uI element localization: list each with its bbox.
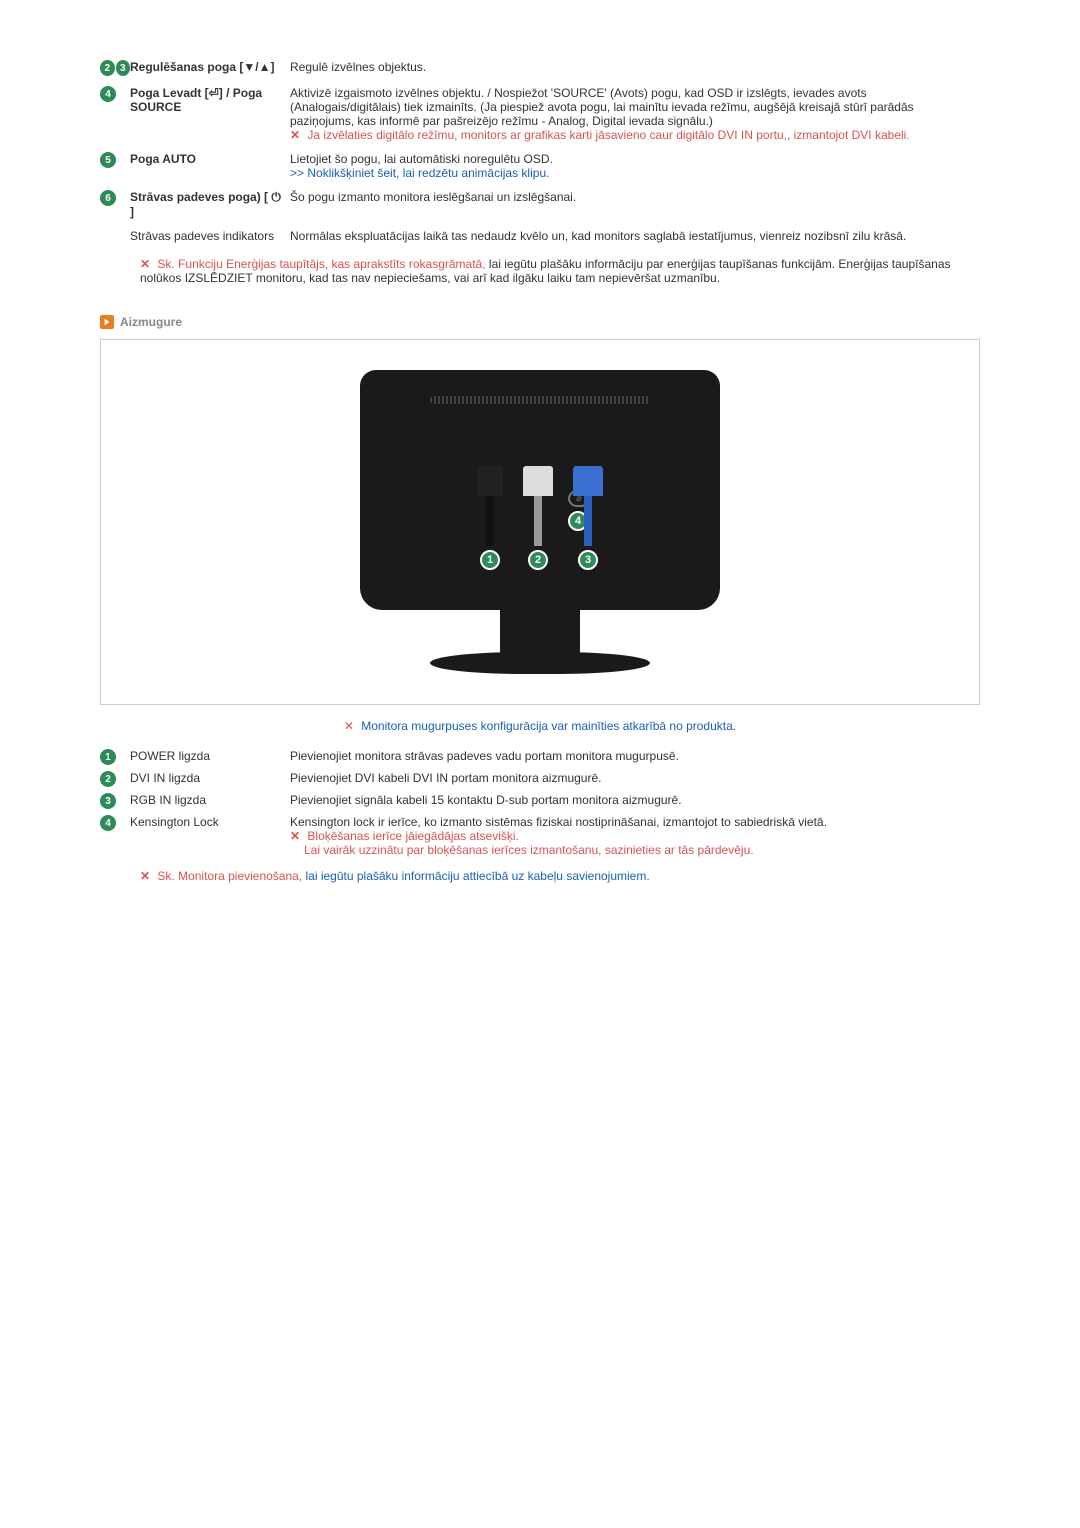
- note-x-icon: ✕: [290, 128, 300, 142]
- figure-callout-3: 3: [578, 550, 598, 570]
- control-desc: Normālas ekspluatācijas laikā tas nedaud…: [290, 229, 980, 243]
- badge-group: 2: [100, 771, 130, 787]
- port-label: POWER ligzda: [130, 749, 290, 763]
- monitor-shell: ⌀ 4 1 2 3: [360, 370, 720, 610]
- footer-note: ✕ Sk. Monitora pievienošana, lai iegūtu …: [140, 869, 980, 883]
- animation-clip-link[interactable]: >> Noklikšķiniet šeit, lai redzētu animā…: [290, 166, 549, 180]
- control-label: Strāvas padeves indikators: [130, 229, 290, 243]
- badge-2b: 2: [100, 771, 116, 787]
- badge-4: 4: [100, 86, 116, 102]
- control-label: Regulēšanas poga [▼/▲]: [130, 60, 290, 74]
- monitor-base: [430, 652, 650, 674]
- badge-4b: 4: [100, 815, 116, 831]
- badge-3b: 3: [100, 793, 116, 809]
- port-row: 2 DVI IN ligzda Pievienojiet DVI kabeli …: [100, 771, 980, 787]
- desc-text: Kensington lock ir ierīce, ko izmanto si…: [290, 815, 827, 829]
- port-desc: Kensington lock ir ierīce, ko izmanto si…: [290, 815, 980, 857]
- badge-5: 5: [100, 152, 116, 168]
- control-row: Strāvas padeves indikators Normālas eksp…: [100, 229, 980, 243]
- port-row: 4 Kensington Lock Kensington lock ir ier…: [100, 815, 980, 857]
- badge-group: 1: [100, 749, 130, 765]
- control-row: 5 Poga AUTO Lietojiet šo pogu, lai autom…: [100, 152, 980, 180]
- control-row: 4 Poga Levadt [⏎] / Poga SOURCE Aktivizē…: [100, 86, 980, 142]
- section-arrow-icon: [100, 315, 114, 329]
- badge-3: 3: [116, 60, 131, 76]
- port-label: DVI IN ligzda: [130, 771, 290, 785]
- control-desc: Lietojiet šo pogu, lai automātiski noreg…: [290, 152, 980, 180]
- caption-text: Monitora mugurpuses konfigurācija var ma…: [361, 719, 736, 733]
- badge-group: 6: [100, 190, 130, 206]
- badge-1: 1: [100, 749, 116, 765]
- port-note-black: Lai vairāk uzzinātu par bloķēšanas ierīc…: [304, 843, 754, 857]
- footer-blue: lai iegūtu plašāku informāciju attiecībā…: [306, 869, 650, 883]
- badge-group: 4: [100, 815, 130, 831]
- caption-x-icon: ✕: [344, 719, 354, 733]
- figure-callout-2: 2: [528, 550, 548, 570]
- control-desc: Šo pogu izmanto monitora ieslēgšanai un …: [290, 190, 980, 204]
- port-row: 1 POWER ligzda Pievienojiet monitora str…: [100, 749, 980, 765]
- energy-note: ✕ Sk. Funkciju Enerģijas taupītājs, kas …: [140, 257, 980, 285]
- port-label: Kensington Lock: [130, 815, 290, 829]
- control-desc: Aktivizē izgaismoto izvēlnes objektu. / …: [290, 86, 980, 142]
- control-row: 6 Strāvas padeves poga) [ ⏻ ] Šo pogu iz…: [100, 190, 980, 219]
- control-row: 2 3 Regulēšanas poga [▼/▲] Regulē izvēln…: [100, 60, 980, 76]
- badge-6: 6: [100, 190, 116, 206]
- control-label: Strāvas padeves poga) [ ⏻ ]: [130, 190, 290, 219]
- badge-group: 4: [100, 86, 130, 102]
- control-desc: Regulē izvēlnes objektus.: [290, 60, 980, 74]
- vga-connector: 3: [573, 466, 603, 570]
- badge-group: 5: [100, 152, 130, 168]
- ports-group: 1 2 3: [477, 466, 603, 570]
- port-desc: Pievienojiet signāla kabeli 15 kontaktu …: [290, 793, 980, 807]
- badge-group: 3: [100, 793, 130, 809]
- monitor-stand: [500, 606, 580, 656]
- controls-table: 2 3 Regulēšanas poga [▼/▲] Regulē izvēln…: [100, 60, 980, 243]
- section-title: Aizmugure: [120, 315, 182, 329]
- control-label: Poga Levadt [⏎] / Poga SOURCE: [130, 86, 290, 114]
- note-x-icon: ✕: [140, 869, 150, 883]
- section-header: Aizmugure: [100, 315, 980, 329]
- desc-text: Lietojiet šo pogu, lai automātiski noreg…: [290, 152, 553, 166]
- monitor-rear-figure: ⌀ 4 1 2 3: [100, 339, 980, 705]
- figure-caption: ✕ Monitora mugurpuses konfigurācija var …: [100, 719, 980, 733]
- footer-red: Sk. Monitora pievienošana,: [157, 869, 302, 883]
- port-row: 3 RGB IN ligzda Pievienojiet signāla kab…: [100, 793, 980, 809]
- port-note-red: Bloķēšanas ierīce jāiegādājas atsevišķi.: [307, 829, 518, 843]
- badge-2: 2: [100, 60, 115, 76]
- port-label: RGB IN ligzda: [130, 793, 290, 807]
- desc-text: Aktivizē izgaismoto izvēlnes objektu. / …: [290, 86, 914, 128]
- dvi-connector: 2: [523, 466, 553, 570]
- control-label: Poga AUTO: [130, 152, 290, 166]
- vent-grille: [430, 396, 650, 404]
- note-x-icon: ✕: [290, 829, 300, 843]
- ports-table: 1 POWER ligzda Pievienojiet monitora str…: [100, 749, 980, 857]
- power-connector: 1: [477, 466, 503, 570]
- port-desc: Pievienojiet DVI kabeli DVI IN portam mo…: [290, 771, 980, 785]
- note-x-icon: ✕: [140, 257, 150, 271]
- desc-note: Ja izvēlaties digitālo režīmu, monitors …: [307, 128, 909, 142]
- badge-group: 2 3: [100, 60, 130, 76]
- note-red-text: Sk. Funkciju Enerģijas taupītājs, kas ap…: [157, 257, 485, 271]
- figure-callout-1: 1: [480, 550, 500, 570]
- port-desc: Pievienojiet monitora strāvas padeves va…: [290, 749, 980, 763]
